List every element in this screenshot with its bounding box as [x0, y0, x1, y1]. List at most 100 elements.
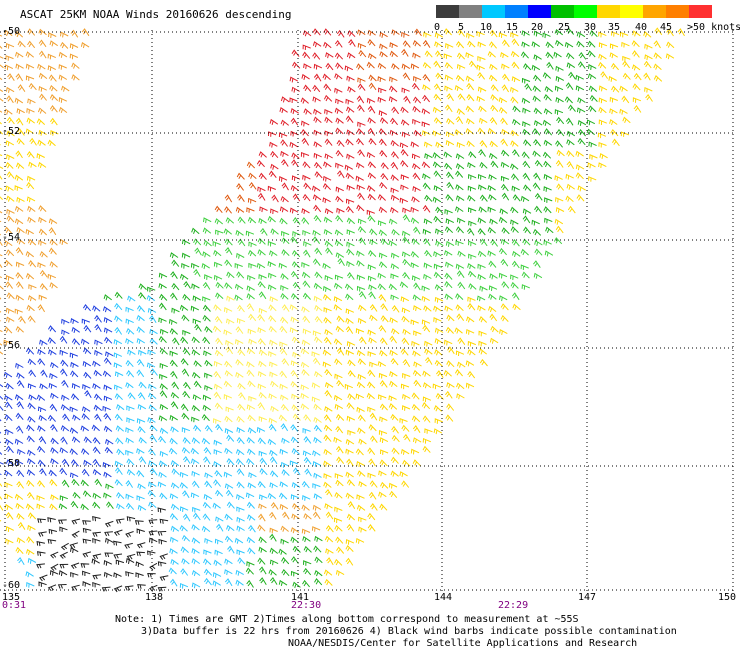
wind-barb — [302, 328, 312, 335]
wind-barb — [237, 304, 245, 313]
wind-barb — [0, 330, 3, 333]
wind-barb — [105, 438, 114, 446]
wind-barb — [399, 142, 409, 149]
wind-barb — [58, 74, 68, 81]
wind-barb — [556, 149, 565, 157]
wind-barb — [356, 406, 365, 413]
wind-barb — [59, 563, 69, 569]
wind-barb — [258, 503, 267, 510]
wind-barb — [501, 227, 510, 235]
wind-barb — [510, 173, 519, 181]
wind-barb — [434, 327, 444, 334]
wind-barb — [125, 318, 134, 325]
wind-barb — [105, 483, 114, 490]
wind-barb — [267, 492, 277, 500]
wind-barb — [300, 392, 309, 400]
wind-barb — [314, 271, 323, 279]
wind-barb — [193, 360, 202, 367]
wind-barb — [94, 349, 103, 356]
wind-barb — [225, 489, 234, 498]
wind-barb — [5, 185, 14, 192]
wind-barb — [181, 314, 190, 322]
wind-barb — [236, 516, 245, 523]
wind-barb — [555, 97, 564, 104]
wind-barb — [0, 187, 3, 190]
wind-barb — [323, 424, 333, 432]
wind-barb — [224, 259, 233, 267]
wind-barb — [324, 503, 333, 510]
wind-barb — [500, 117, 508, 126]
wind-barb — [467, 162, 476, 169]
wind-barb — [622, 55, 631, 62]
wind-barb — [182, 329, 191, 336]
wind-barb — [335, 569, 345, 576]
wind-barb — [433, 170, 442, 178]
wind-barb — [234, 537, 244, 544]
wind-barb — [58, 51, 68, 58]
wind-barb — [378, 252, 388, 259]
wind-barb — [302, 315, 311, 324]
wind-barb — [401, 251, 411, 258]
wind-barb — [114, 384, 123, 391]
wind-barb — [291, 481, 301, 489]
wind-barb — [92, 383, 101, 390]
wind-barb — [92, 501, 101, 509]
wind-barb — [47, 53, 56, 60]
wind-barb — [455, 240, 464, 246]
wind-barb — [235, 326, 244, 334]
wind-barb — [345, 492, 355, 499]
wind-barb — [511, 292, 520, 301]
wind-barb — [82, 527, 92, 534]
wind-barb — [201, 413, 210, 422]
wind-barb — [259, 206, 268, 213]
wind-barb — [322, 285, 332, 292]
wind-barb — [302, 579, 310, 588]
wind-barb — [50, 361, 59, 369]
wind-barb — [48, 74, 57, 82]
wind-barb — [224, 558, 233, 565]
wind-barb — [37, 161, 47, 169]
wind-barb — [521, 271, 530, 279]
wind-barb — [323, 161, 332, 168]
wind-barb — [512, 105, 521, 113]
wind-barb — [27, 512, 37, 520]
wind-barb — [70, 318, 79, 325]
wind-barb — [301, 339, 311, 346]
wind-barb — [148, 383, 157, 390]
wind-barb — [357, 77, 366, 84]
wind-barb — [421, 402, 431, 410]
wind-barb — [47, 414, 56, 422]
wind-barb — [597, 132, 607, 139]
wind-barb — [115, 425, 125, 432]
wind-barb — [345, 538, 355, 545]
wind-barb — [501, 281, 510, 289]
wind-barb — [246, 561, 255, 567]
wind-barb — [533, 260, 541, 268]
wind-barb — [149, 337, 158, 345]
wind-barb — [543, 239, 552, 246]
wind-barb — [101, 586, 111, 592]
wind-barb — [643, 72, 651, 81]
lat-label-56s: -56 — [2, 340, 21, 351]
wind-barb — [4, 64, 14, 71]
wind-barb — [323, 229, 333, 236]
wind-barb — [49, 94, 59, 101]
wind-barb — [433, 117, 442, 125]
wind-barb — [289, 76, 299, 83]
wind-barb — [577, 128, 586, 137]
wind-barb — [390, 194, 400, 201]
wind-barb — [534, 192, 543, 201]
wind-barb — [83, 371, 92, 379]
wind-barb — [322, 197, 331, 204]
wind-barb — [17, 556, 25, 565]
wind-barb — [169, 493, 179, 500]
wind-barb — [311, 185, 321, 192]
wind-barb — [368, 337, 377, 344]
wind-barb — [257, 186, 266, 193]
wind-barb — [235, 448, 245, 456]
lat-lon-grid — [0, 30, 736, 592]
wind-barb — [401, 337, 410, 346]
wind-barb — [235, 206, 245, 213]
wind-barb — [312, 483, 321, 489]
wind-barb — [565, 195, 574, 202]
